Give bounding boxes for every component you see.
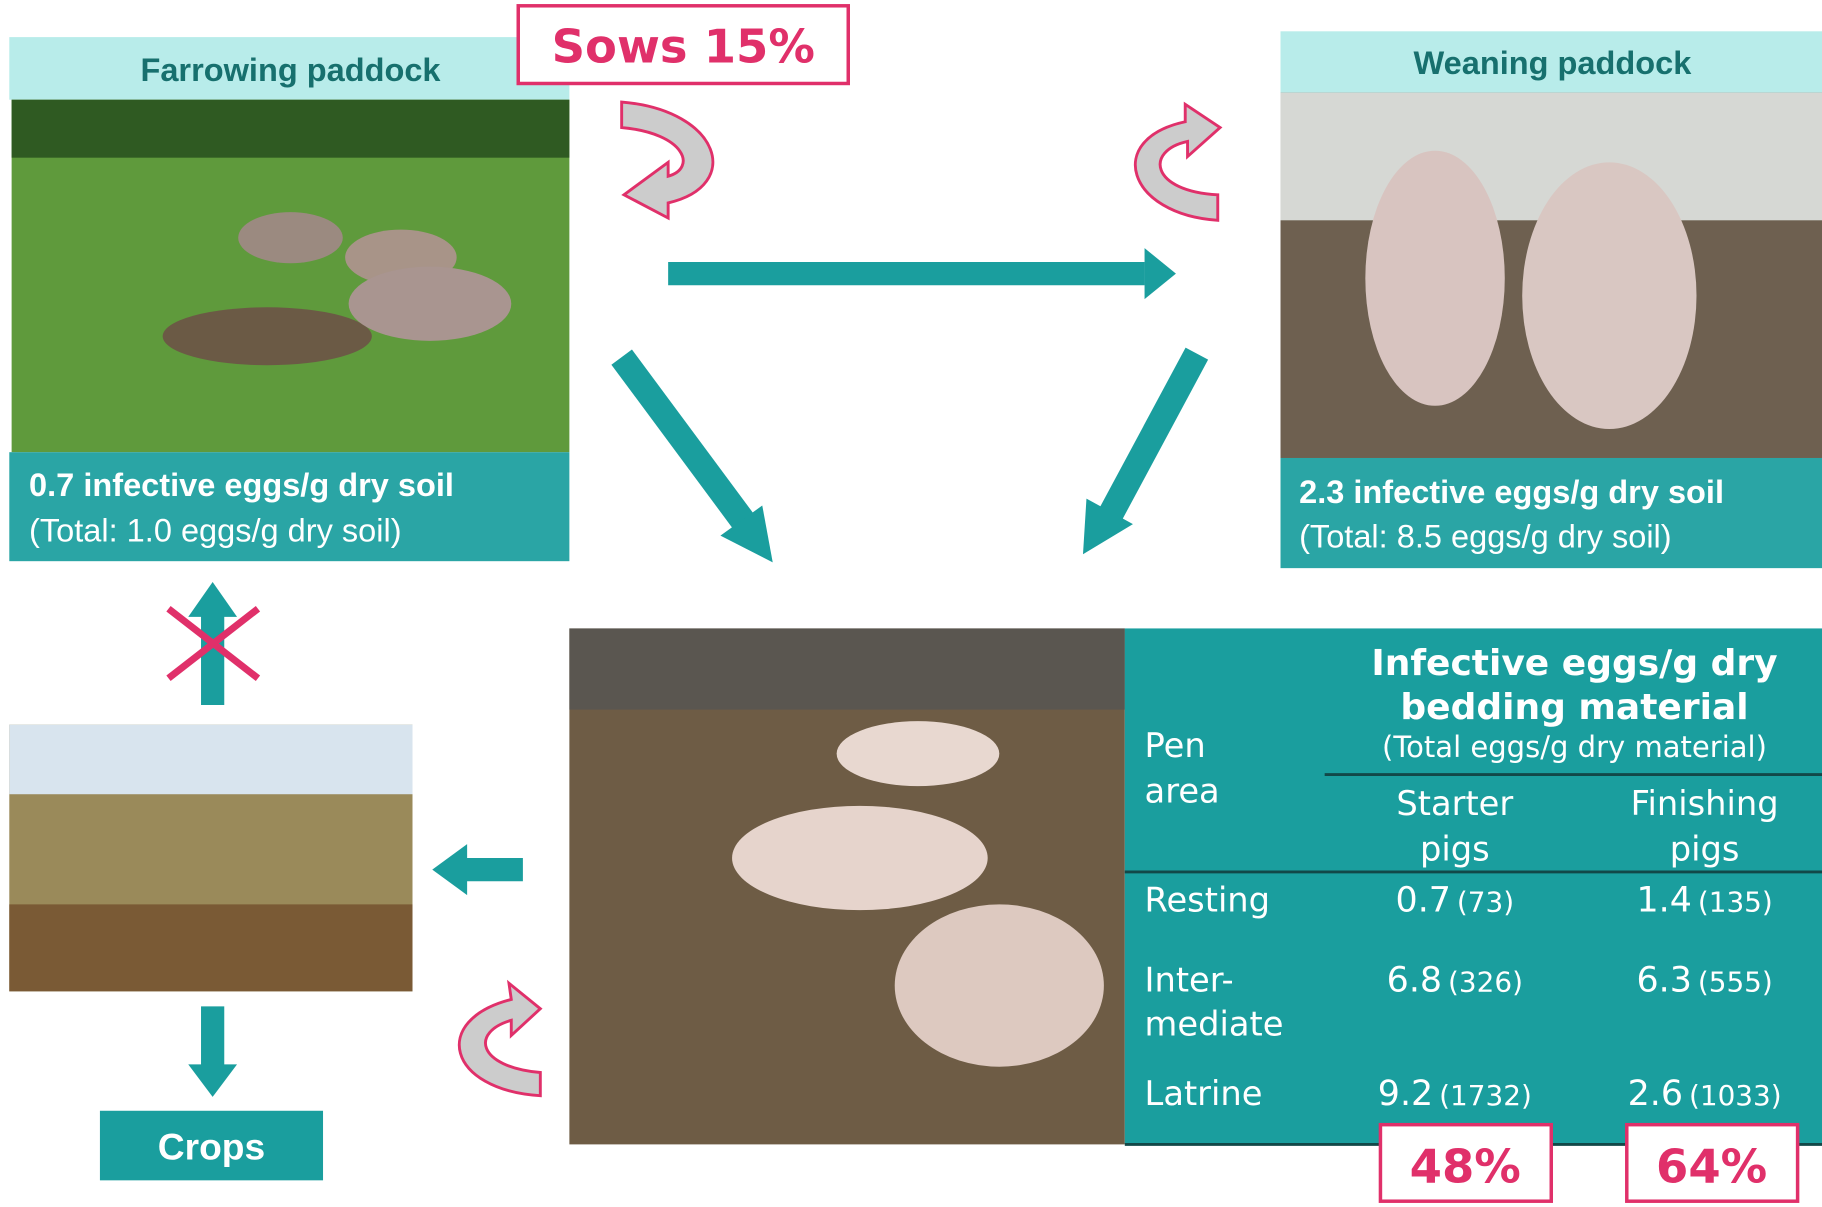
column-header: pigs	[1670, 829, 1740, 868]
weaning-line1: 2.3 infective eggs/g dry soil	[1299, 474, 1724, 510]
farrowing-photo	[11, 99, 570, 453]
farrowing-info	[9, 452, 570, 562]
column-header: pigs	[1420, 829, 1490, 868]
cycle-arrows	[457, 100, 1223, 1098]
farrowing-line2: (Total: 1.0 eggs/g dry soil)	[29, 513, 402, 549]
cell-total: (326)	[1448, 965, 1523, 998]
crops-label: Crops	[158, 1125, 265, 1167]
cell-value: 2.6	[1628, 1074, 1683, 1114]
cell-value: 0.7	[1396, 880, 1451, 920]
weaning-line2: (Total: 8.5 eggs/g dry soil)	[1299, 518, 1672, 554]
cell-total: (135)	[1698, 885, 1773, 918]
row-label: Latrine	[1145, 1074, 1263, 1113]
crops-photo	[9, 724, 413, 992]
cell-total: (73)	[1457, 885, 1514, 918]
table-bg	[1124, 628, 1822, 1145]
table-title: Infective eggs/g dry	[1371, 643, 1777, 684]
pen-area-header: Pen	[1145, 726, 1206, 765]
footer-box	[1625, 1122, 1800, 1203]
cell: 6.3 (555)	[1636, 960, 1772, 1000]
cell: 6.8 (326)	[1387, 960, 1523, 1000]
cell-total: (555)	[1698, 965, 1773, 998]
cell: 2.6 (1033)	[1628, 1074, 1782, 1114]
row-label: Resting	[1145, 880, 1270, 919]
row-label: mediate	[1145, 1004, 1284, 1043]
cell-value: 6.3	[1636, 960, 1691, 1000]
column-header: Starter	[1396, 784, 1513, 823]
sows-badge-text: Sows 15%	[552, 20, 815, 74]
farrowing-title: Farrowing paddock	[140, 52, 441, 88]
weaning-info	[1280, 457, 1822, 569]
sows-badge	[516, 4, 850, 86]
farrowing-line1: 0.7 infective eggs/g dry soil	[29, 467, 454, 503]
cross-mark	[166, 605, 261, 682]
cell: 1.4 (135)	[1636, 880, 1772, 920]
table-subtitle: (Total eggs/g dry material)	[1382, 730, 1767, 764]
cell: 0.7 (73)	[1396, 880, 1515, 920]
column-header: Finishing	[1631, 784, 1779, 823]
weaning-photo	[1280, 92, 1822, 458]
pen-photo	[569, 628, 1125, 1145]
cell-value: 1.4	[1636, 880, 1691, 920]
footer-percent: 64%	[1656, 1140, 1767, 1194]
crops-box	[99, 1110, 324, 1181]
arrows	[188, 248, 1209, 1097]
cell: 9.2 (1732)	[1378, 1074, 1532, 1114]
cell-value: 6.8	[1387, 960, 1442, 1000]
farrowing-title-band	[9, 37, 570, 100]
cell-total: (1033)	[1689, 1079, 1782, 1112]
pen-area-header: area	[1145, 771, 1220, 810]
table-footer: 48% 64%	[1378, 1122, 1800, 1203]
weaning-title-band	[1280, 31, 1822, 93]
table-title: bedding material	[1400, 687, 1748, 728]
weaning-title: Weaning paddock	[1414, 45, 1693, 81]
cell-value: 9.2	[1378, 1074, 1433, 1114]
cell-total: (1732)	[1439, 1079, 1532, 1112]
footer-percent: 48%	[1410, 1140, 1521, 1194]
footer-box	[1378, 1122, 1553, 1203]
row-label: Inter-	[1145, 960, 1234, 999]
